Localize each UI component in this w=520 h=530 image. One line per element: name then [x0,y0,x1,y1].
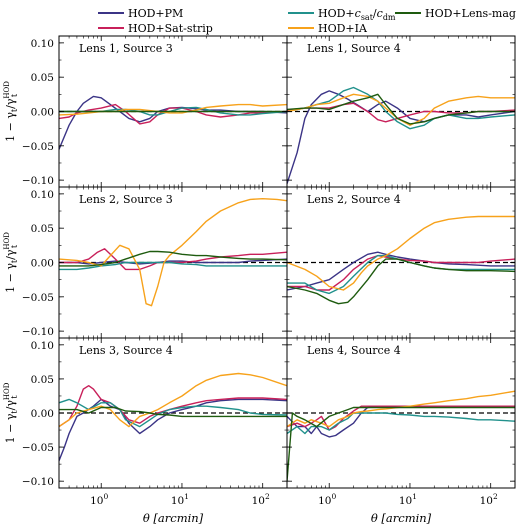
y-axis-label: 1 − γt/γHODt [3,232,19,293]
y-tick-label: −0.10 [22,175,54,187]
legend-label: HOD+csat/cdm [318,7,396,22]
x-axis-label: θ [arcmin] [371,511,432,525]
series-line [287,90,515,185]
y-axis-label: 1 − γt/γHODt [3,382,19,443]
legend-entry: HOD+PM [98,7,183,20]
series-line [287,390,515,428]
series-line [287,215,515,291]
panel-title: Lens 2, Source 3 [79,193,173,206]
series-line [59,406,287,418]
legend-entry: HOD+Lens-mag [395,7,516,20]
legend-label: HOD+IA [318,22,368,35]
legend-entry: HOD+IA [288,22,368,35]
y-tick-label: 0.10 [31,38,54,50]
series-group [59,198,287,307]
y-tick-label: 0.00 [31,258,54,270]
panel-4: Lens 2, Source 4 [286,186,516,339]
panel-3: Lens 2, Source 3 0.10 0.05 0.00 −0.05 −0.10 1 … [3,186,288,339]
series-line [59,398,287,462]
y-tick-label: 0.05 [31,374,54,386]
y-tick-label: −0.10 [22,476,54,488]
series-line [287,254,515,295]
x-tick-label: 101 [171,492,189,507]
panel-6: Lens 4, Source 4 100 101 102 θ [arcmin] [286,337,516,525]
panel-title: Lens 1, Source 3 [79,42,173,55]
panel-frame [286,337,516,489]
x-tick-label: 102 [480,492,498,507]
x-tick-label: 100 [90,492,108,507]
series-line [59,198,287,307]
panel-5: Lens 3, Source 4 0.10 0.05 0.00 −0.05 −0.10 10… [3,337,288,525]
series-line [59,250,287,267]
y-tick-label: 0.10 [31,189,54,201]
series-group [59,95,287,150]
y-tick-label: 0.10 [31,340,54,352]
legend-entry: HOD+csat/cdm [288,7,396,22]
y-axis-label: 1 − γt/γHODt [3,81,19,142]
y-tick-label: −0.05 [22,292,54,304]
series-line [59,385,287,428]
y-tick-label: −0.10 [22,326,54,338]
legend-entry: HOD+Sat-strip [98,22,213,35]
series-line [287,93,515,125]
series-line [59,258,287,265]
series-group [287,390,515,482]
panel-title: Lens 2, Source 4 [307,193,401,206]
series-line [287,86,515,130]
panel-title: Lens 3, Source 4 [79,344,173,357]
x-axis-label: θ [arcmin] [143,511,204,525]
series-line [287,258,515,305]
panel-1: Lens 1, Source 3 0.10 0.05 0.00 −0.05 −0.10 1 … [3,35,288,188]
legend-label: HOD+PM [128,7,183,20]
series-line [287,251,515,291]
series-group [287,215,515,305]
x-tick-label: 102 [252,492,270,507]
panel-title: Lens 4, Source 4 [307,344,401,357]
y-tick-label: 0.00 [31,107,54,119]
panel-2: Lens 1, Source 4 [286,35,516,188]
series-group [287,86,515,185]
series-line [287,405,515,438]
series-line [287,406,515,482]
series-group [59,372,287,462]
y-tick-label: 0.05 [31,72,54,84]
series-line [59,372,287,428]
y-tick-label: −0.05 [22,141,54,153]
x-tick-label: 101 [399,492,417,507]
x-tick-label: 100 [318,492,336,507]
y-tick-label: 0.00 [31,408,54,420]
series-line [287,102,515,123]
series-line [287,93,515,126]
legend-label: HOD+Lens-mag [425,7,516,20]
legend-label: HOD+Sat-strip [128,22,213,35]
panel-title: Lens 1, Source 4 [307,42,401,55]
y-tick-label: −0.05 [22,442,54,454]
series-line [59,261,287,271]
y-tick-label: 0.05 [31,223,54,235]
